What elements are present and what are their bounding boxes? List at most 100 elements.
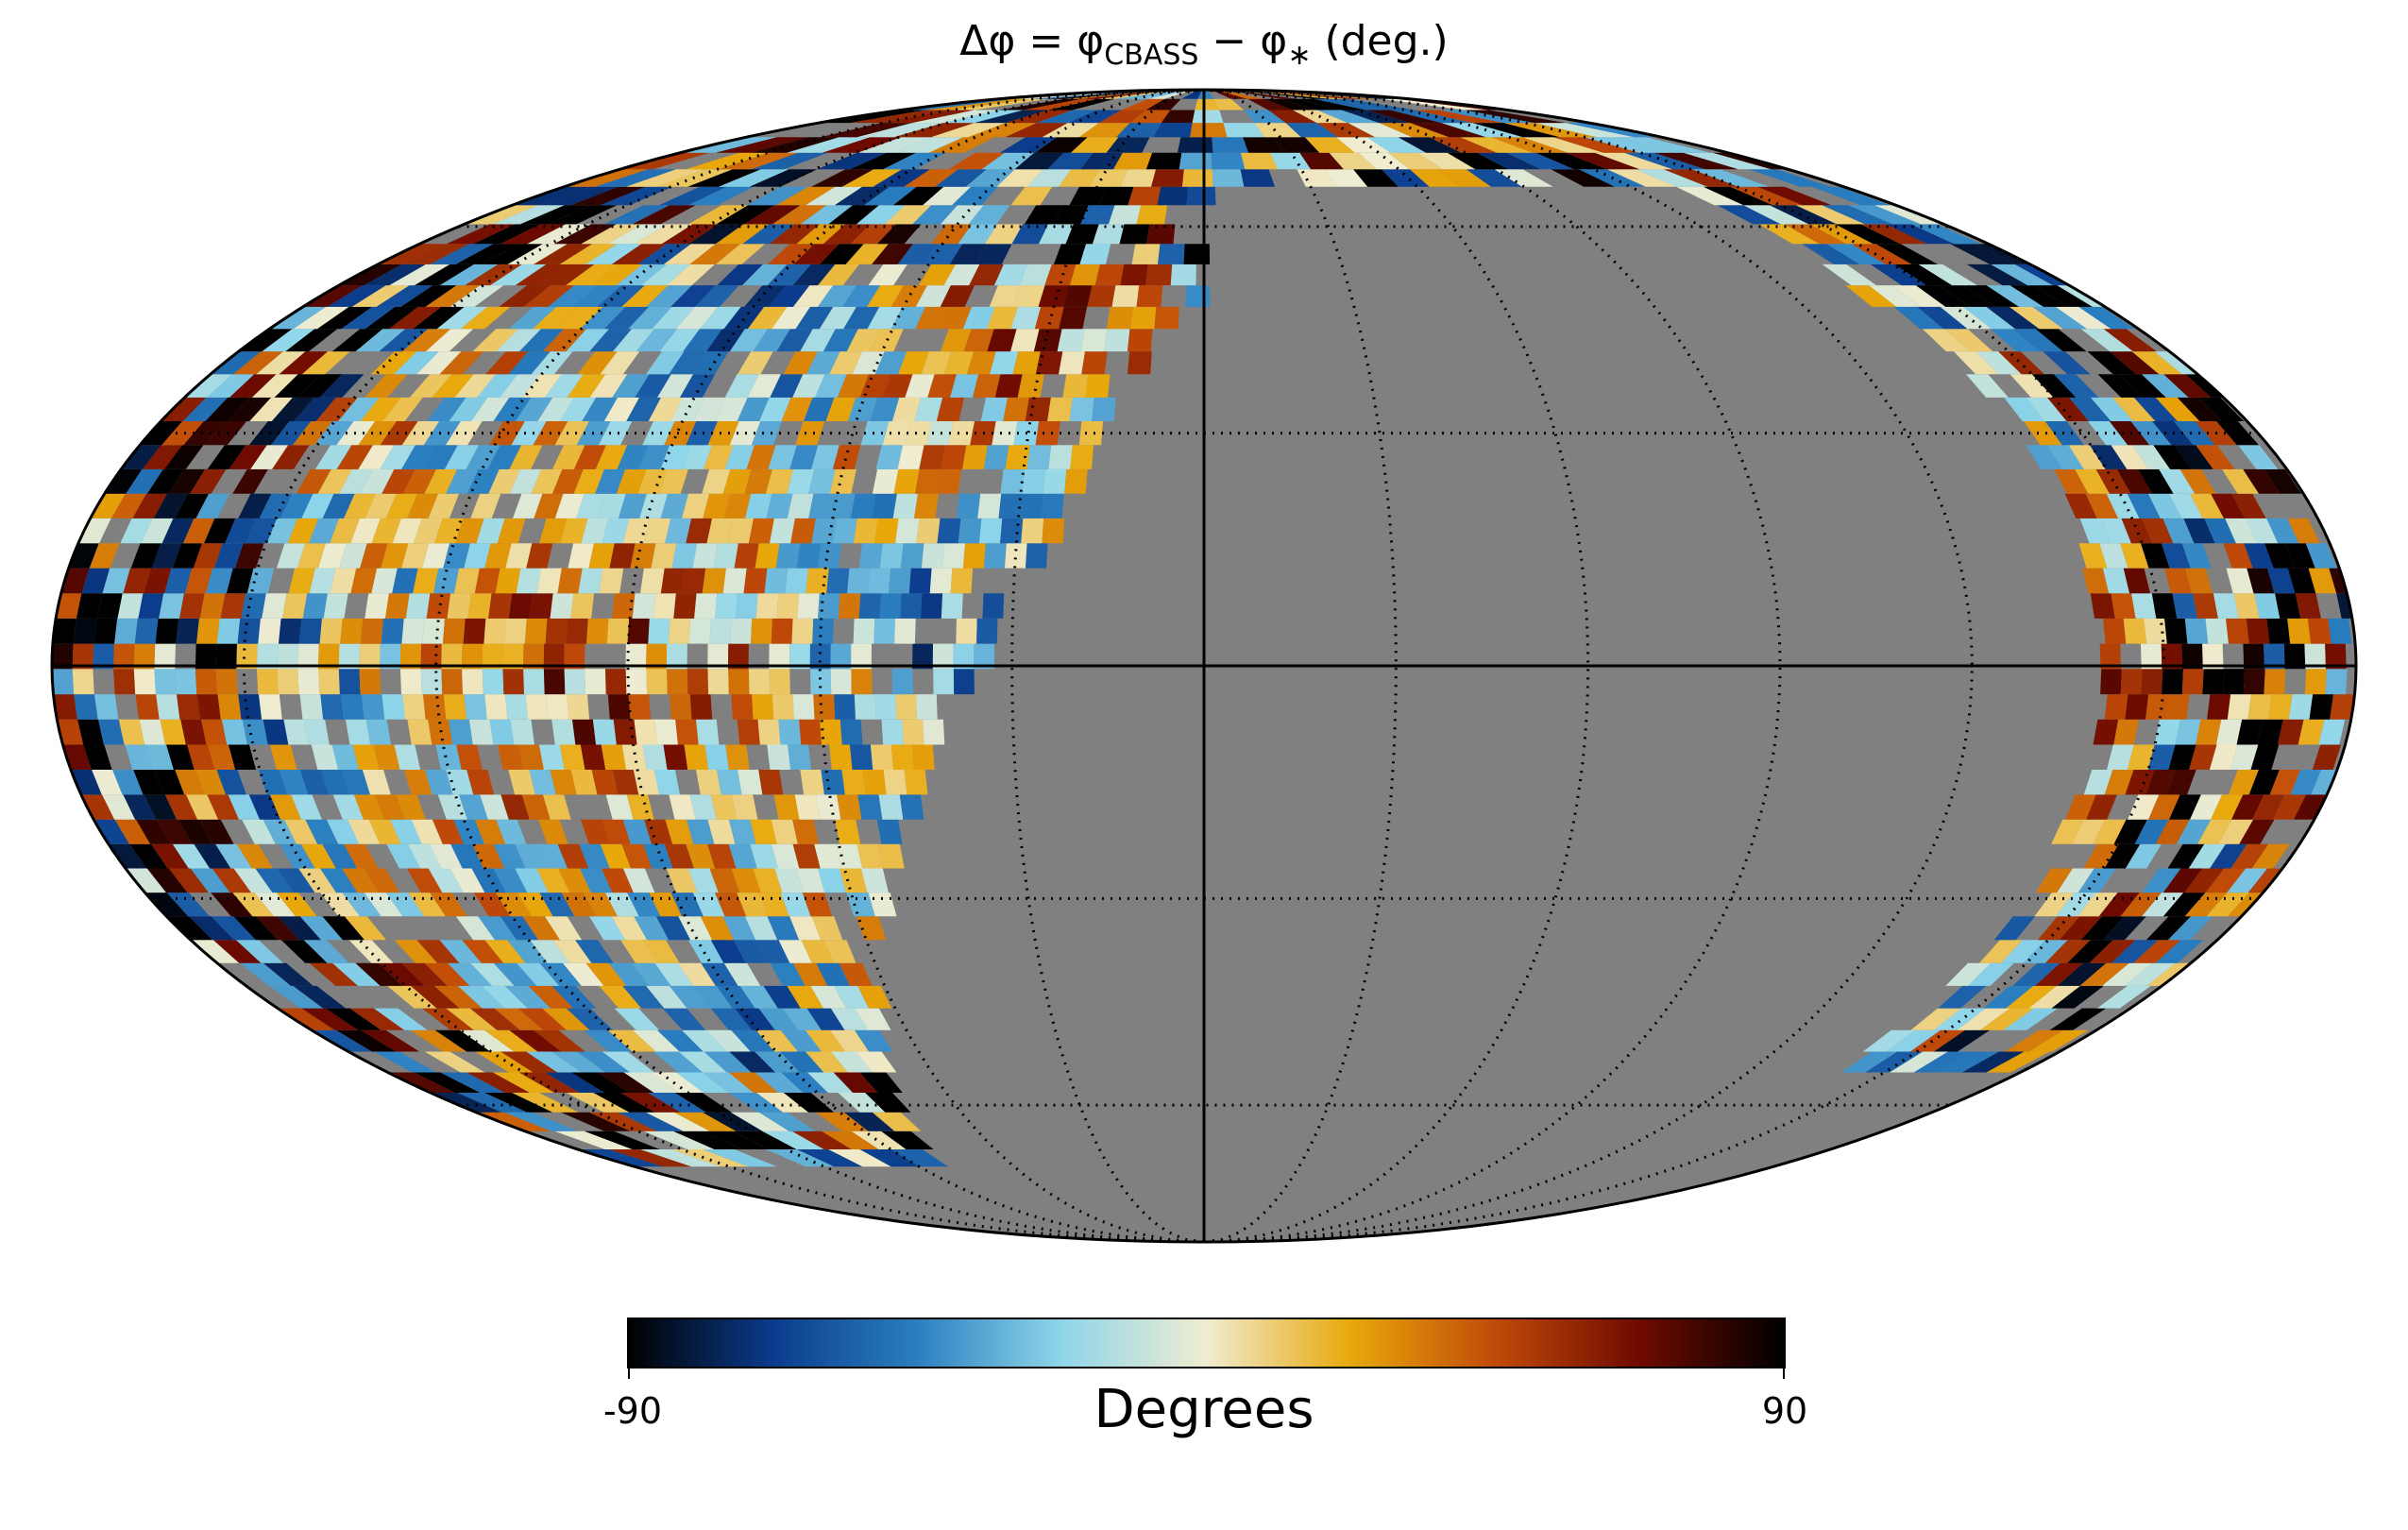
sky-pixel — [872, 493, 897, 518]
sky-pixel — [2124, 962, 2176, 986]
sky-pixel — [843, 306, 880, 330]
sky-pixel — [890, 306, 926, 330]
sky-pixel — [406, 868, 443, 893]
sky-pixel — [405, 593, 431, 619]
sky-pixel — [1131, 244, 1161, 264]
sky-pixel — [146, 868, 188, 893]
sky-pixel — [1035, 421, 1060, 446]
sky-pixel — [728, 819, 756, 844]
sky-pixel — [817, 543, 842, 569]
sky-pixel — [758, 1112, 816, 1131]
sky-pixel — [1154, 306, 1179, 330]
sky-pixel — [1961, 1051, 2025, 1073]
sky-pixel — [890, 1149, 948, 1167]
sky-pixel — [276, 543, 306, 569]
sky-pixel — [704, 1051, 752, 1073]
sky-pixel — [195, 770, 226, 795]
sky-pixel — [195, 669, 217, 695]
sky-pixel — [792, 694, 815, 720]
sky-pixel — [151, 543, 182, 569]
sky-pixel — [755, 1051, 800, 1073]
sky-pixel — [319, 374, 365, 398]
sky-pixel — [381, 618, 404, 644]
sky-pixel — [653, 593, 676, 619]
sky-pixel — [850, 493, 876, 518]
sky-pixel — [820, 123, 912, 138]
sky-pixel — [249, 397, 293, 421]
sky-pixel — [2147, 493, 2182, 518]
sky-pixel — [566, 264, 619, 286]
sky-pixel — [1962, 285, 2020, 307]
sky-pixel — [600, 186, 673, 206]
sky-pixel — [2109, 421, 2150, 446]
sky-pixel — [860, 421, 890, 446]
sky-pixel — [823, 940, 856, 963]
sky-pixel — [2102, 962, 2153, 986]
sky-pixel — [2106, 493, 2140, 518]
sky-pixel — [2304, 643, 2326, 670]
sky-pixel — [2248, 770, 2280, 795]
sky-pixel — [927, 374, 957, 398]
sky-pixel — [365, 493, 397, 518]
sky-pixel — [529, 770, 556, 795]
sky-pixel — [493, 962, 537, 986]
sky-pixel — [216, 618, 241, 644]
sky-pixel — [558, 868, 591, 893]
sky-pixel — [2164, 568, 2192, 594]
graticule-longitude-line — [1203, 90, 2166, 1242]
sky-pixel — [868, 264, 907, 286]
sky-pixel — [643, 843, 673, 869]
sky-pixel — [2065, 794, 2096, 820]
sky-pixel — [1177, 137, 1213, 153]
sky-pixel — [2131, 445, 2171, 469]
sky-pixel — [585, 244, 642, 264]
sky-pixel — [309, 962, 358, 986]
sky-pixel — [2001, 940, 2045, 963]
sky-pixel — [262, 593, 287, 619]
sky-pixel — [2168, 744, 2196, 770]
sky-pixel — [626, 794, 654, 820]
sky-pixel — [572, 719, 597, 745]
sky-pixel — [881, 110, 975, 124]
sky-pixel — [635, 374, 671, 398]
chart-title: Δφ = φCBASS − φ∗ (deg.) — [0, 17, 2408, 72]
sky-pixel — [2218, 819, 2254, 844]
sky-pixel — [724, 374, 759, 398]
sky-pixel — [998, 493, 1023, 518]
sky-pixel — [846, 329, 881, 352]
sky-pixel — [508, 593, 533, 619]
sky-pixel — [783, 351, 818, 375]
sky-pixel — [958, 224, 998, 245]
sky-pixel — [492, 205, 565, 225]
sky-pixel — [2154, 719, 2180, 745]
sky-pixel — [1417, 152, 1476, 170]
sky-pixel — [2127, 744, 2155, 770]
sky-pixel — [921, 351, 952, 375]
sky-pixel — [1551, 169, 1615, 187]
sky-pixel — [1945, 962, 1992, 986]
sky-pixel — [811, 518, 837, 544]
sky-pixel — [603, 397, 639, 421]
sky-pixel — [700, 306, 741, 330]
sky-pixel — [108, 843, 147, 869]
sky-pixel — [1023, 98, 1098, 110]
sky-pixel — [656, 1029, 704, 1052]
sky-pixel — [1978, 940, 2023, 963]
sky-pixel — [1047, 152, 1094, 170]
sky-pixel — [229, 374, 277, 398]
sky-pixel — [195, 493, 230, 518]
sky-pixel — [2184, 868, 2225, 893]
sky-pixel — [373, 1051, 437, 1073]
sky-pixel — [303, 940, 349, 963]
sky-pixel — [477, 374, 518, 398]
sky-pixel — [262, 329, 315, 352]
sky-pixel — [423, 421, 461, 446]
sky-pixel — [2047, 445, 2084, 469]
sky-pixel — [509, 1029, 562, 1052]
sky-pixel — [504, 618, 527, 644]
sky-pixel — [622, 518, 651, 544]
sky-pixel — [512, 1093, 579, 1113]
sky-pixel — [724, 445, 755, 469]
sky-pixel — [2225, 518, 2258, 544]
sky-pixel — [338, 669, 361, 695]
